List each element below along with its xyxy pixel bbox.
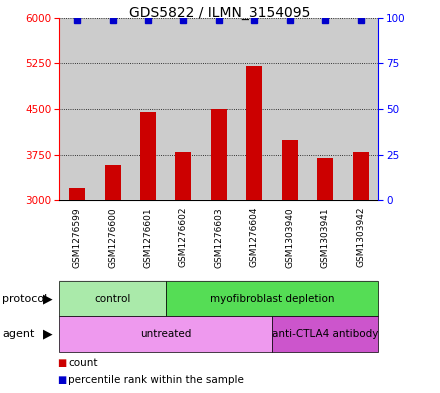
Bar (237, 18, 272, 200)
Bar (353, 152, 369, 200)
Text: GSM1276602: GSM1276602 (179, 207, 188, 267)
Text: untreated: untreated (140, 329, 191, 339)
Bar (282, 140, 298, 200)
Text: GSM1276603: GSM1276603 (214, 207, 224, 268)
Text: count: count (68, 358, 98, 367)
Bar (166, 18, 201, 200)
Bar (105, 165, 121, 200)
Bar (69, 188, 85, 200)
Text: GSM1303940: GSM1303940 (285, 207, 294, 268)
Text: ▶: ▶ (43, 292, 53, 305)
Text: GSM1276599: GSM1276599 (73, 207, 82, 268)
Bar (272, 18, 308, 200)
Text: agent: agent (2, 329, 35, 339)
Text: ■: ■ (57, 375, 66, 385)
Text: ■: ■ (57, 358, 66, 367)
Bar (130, 18, 166, 200)
Text: percentile rank within the sample: percentile rank within the sample (68, 375, 244, 385)
Bar (95, 18, 130, 200)
Text: GSM1303941: GSM1303941 (321, 207, 330, 268)
Text: GSM1276604: GSM1276604 (250, 207, 259, 267)
Text: GDS5822 / ILMN_3154095: GDS5822 / ILMN_3154095 (129, 6, 311, 20)
Text: GSM1276600: GSM1276600 (108, 207, 117, 268)
Bar (308, 18, 343, 200)
Text: GSM1276601: GSM1276601 (143, 207, 153, 268)
Bar (59, 18, 95, 200)
Bar (343, 18, 378, 200)
Text: myofibroblast depletion: myofibroblast depletion (210, 294, 334, 304)
Text: protocol: protocol (2, 294, 48, 304)
Bar (317, 158, 333, 200)
Text: ▶: ▶ (43, 327, 53, 341)
Text: control: control (94, 294, 131, 304)
Text: GSM1303942: GSM1303942 (356, 207, 365, 267)
Bar (211, 109, 227, 200)
Bar (201, 18, 237, 200)
Bar (176, 152, 191, 200)
Bar (140, 112, 156, 200)
Bar (246, 66, 262, 200)
Text: anti-CTLA4 antibody: anti-CTLA4 antibody (272, 329, 378, 339)
